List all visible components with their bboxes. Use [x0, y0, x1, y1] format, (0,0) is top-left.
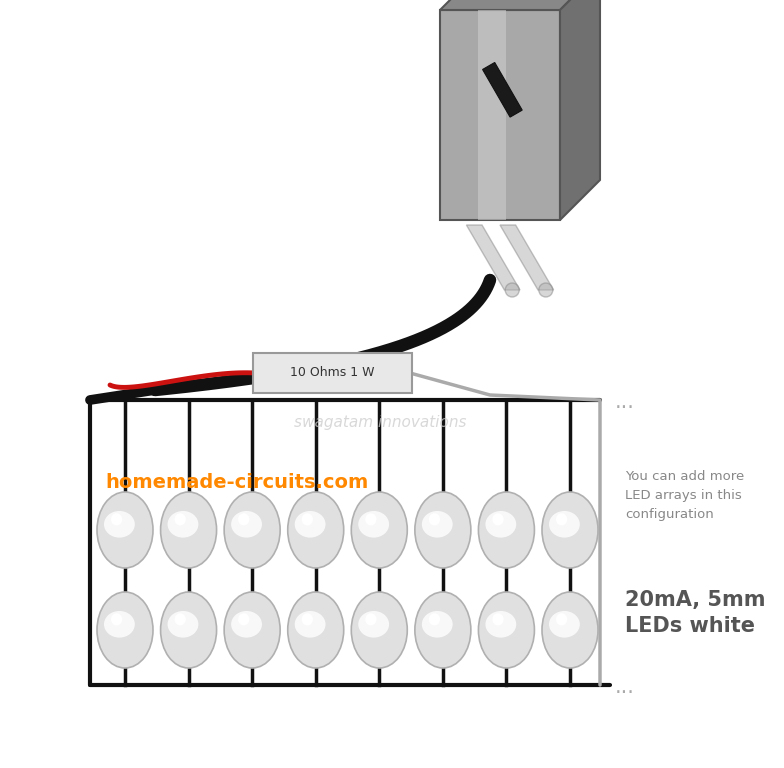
- Ellipse shape: [478, 592, 535, 668]
- Ellipse shape: [351, 492, 407, 568]
- Ellipse shape: [556, 614, 567, 625]
- Ellipse shape: [97, 492, 153, 568]
- Ellipse shape: [104, 511, 135, 538]
- Ellipse shape: [485, 611, 516, 637]
- Ellipse shape: [224, 492, 280, 568]
- Ellipse shape: [302, 513, 313, 525]
- Ellipse shape: [415, 492, 471, 568]
- Ellipse shape: [97, 592, 153, 668]
- Text: ...: ...: [615, 677, 635, 697]
- Ellipse shape: [238, 614, 249, 625]
- Ellipse shape: [288, 492, 343, 568]
- Ellipse shape: [478, 492, 535, 568]
- Ellipse shape: [231, 511, 262, 538]
- Ellipse shape: [485, 511, 516, 538]
- Ellipse shape: [492, 614, 503, 625]
- Circle shape: [505, 283, 519, 297]
- Ellipse shape: [295, 611, 325, 637]
- Text: ...: ...: [615, 392, 635, 412]
- Ellipse shape: [288, 592, 343, 668]
- Ellipse shape: [415, 592, 471, 668]
- Polygon shape: [483, 62, 522, 117]
- Ellipse shape: [549, 511, 580, 538]
- Ellipse shape: [365, 614, 376, 625]
- Ellipse shape: [175, 614, 186, 625]
- Ellipse shape: [161, 492, 216, 568]
- Ellipse shape: [111, 614, 122, 625]
- Ellipse shape: [422, 611, 452, 637]
- Polygon shape: [466, 225, 520, 290]
- Ellipse shape: [238, 513, 249, 525]
- Ellipse shape: [422, 511, 452, 538]
- Ellipse shape: [168, 611, 198, 637]
- Ellipse shape: [556, 513, 567, 525]
- Ellipse shape: [351, 592, 407, 668]
- Ellipse shape: [358, 611, 389, 637]
- Ellipse shape: [542, 592, 598, 668]
- Ellipse shape: [429, 614, 440, 625]
- Polygon shape: [440, 0, 600, 10]
- Polygon shape: [440, 10, 560, 220]
- Ellipse shape: [224, 592, 280, 668]
- Polygon shape: [500, 225, 554, 290]
- Ellipse shape: [358, 511, 389, 538]
- Text: You can add more
LED arrays in this
configuration: You can add more LED arrays in this conf…: [625, 470, 744, 521]
- Ellipse shape: [295, 511, 325, 538]
- Ellipse shape: [302, 614, 313, 625]
- Polygon shape: [478, 10, 506, 220]
- Circle shape: [539, 283, 553, 297]
- Ellipse shape: [542, 492, 598, 568]
- Text: swagatam innovations: swagatam innovations: [294, 415, 466, 430]
- Text: 10 Ohms 1 W: 10 Ohms 1 W: [290, 366, 375, 379]
- Text: 20mA, 5mm
LEDs white: 20mA, 5mm LEDs white: [625, 590, 765, 637]
- Ellipse shape: [161, 592, 216, 668]
- Ellipse shape: [168, 511, 198, 538]
- Ellipse shape: [231, 611, 262, 637]
- Ellipse shape: [104, 611, 135, 637]
- Text: homemade-circuits.com: homemade-circuits.com: [105, 474, 368, 492]
- Ellipse shape: [492, 513, 503, 525]
- Ellipse shape: [429, 513, 440, 525]
- Ellipse shape: [549, 611, 580, 637]
- Polygon shape: [560, 0, 600, 220]
- Ellipse shape: [111, 513, 122, 525]
- FancyBboxPatch shape: [253, 353, 412, 393]
- Ellipse shape: [365, 513, 376, 525]
- Ellipse shape: [175, 513, 186, 525]
